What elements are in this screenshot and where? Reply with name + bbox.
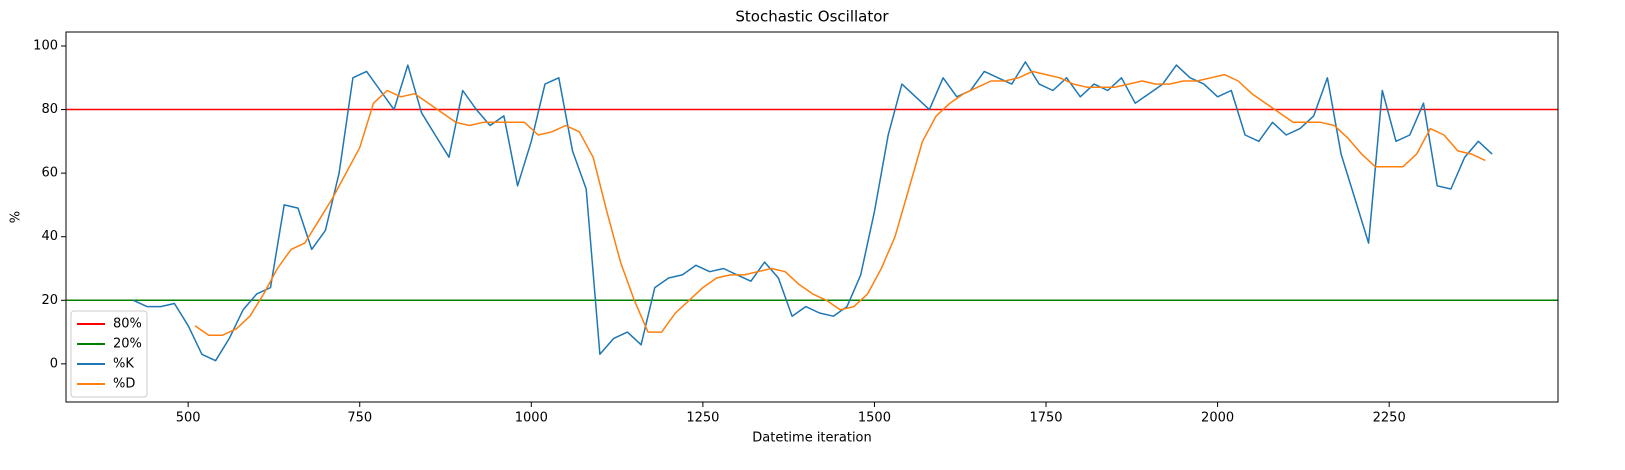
x-axis-label: Datetime iteration xyxy=(752,431,872,446)
x-tick-label: 500 xyxy=(176,411,201,426)
x-tick-label: 1500 xyxy=(858,411,891,426)
x-tick-label: 1750 xyxy=(1029,411,1062,426)
y-tick-label: 40 xyxy=(41,229,58,244)
y-tick-label: 0 xyxy=(50,356,58,371)
x-tick-label: 2250 xyxy=(1373,411,1406,426)
series-line xyxy=(132,61,1493,362)
legend-label: %K xyxy=(113,357,134,372)
plot-frame xyxy=(65,31,1559,403)
x-tick-label: 750 xyxy=(347,411,372,426)
x-tick-label: 1000 xyxy=(515,411,548,426)
y-axis-label: % xyxy=(9,211,24,223)
y-tick-label: 20 xyxy=(41,293,58,308)
legend-label: 80% xyxy=(113,317,142,332)
legend-label: %D xyxy=(113,377,135,392)
y-tick-label: 60 xyxy=(41,166,58,181)
series-line xyxy=(194,70,1486,336)
y-tick-label: 80 xyxy=(41,102,58,117)
chart-title: Stochastic Oscillator xyxy=(735,8,889,26)
x-tick-label: 2000 xyxy=(1201,411,1234,426)
x-tick-label: 1250 xyxy=(686,411,719,426)
y-tick-label: 100 xyxy=(33,38,58,53)
legend-box xyxy=(70,310,148,398)
legend-label: 20% xyxy=(113,337,142,352)
